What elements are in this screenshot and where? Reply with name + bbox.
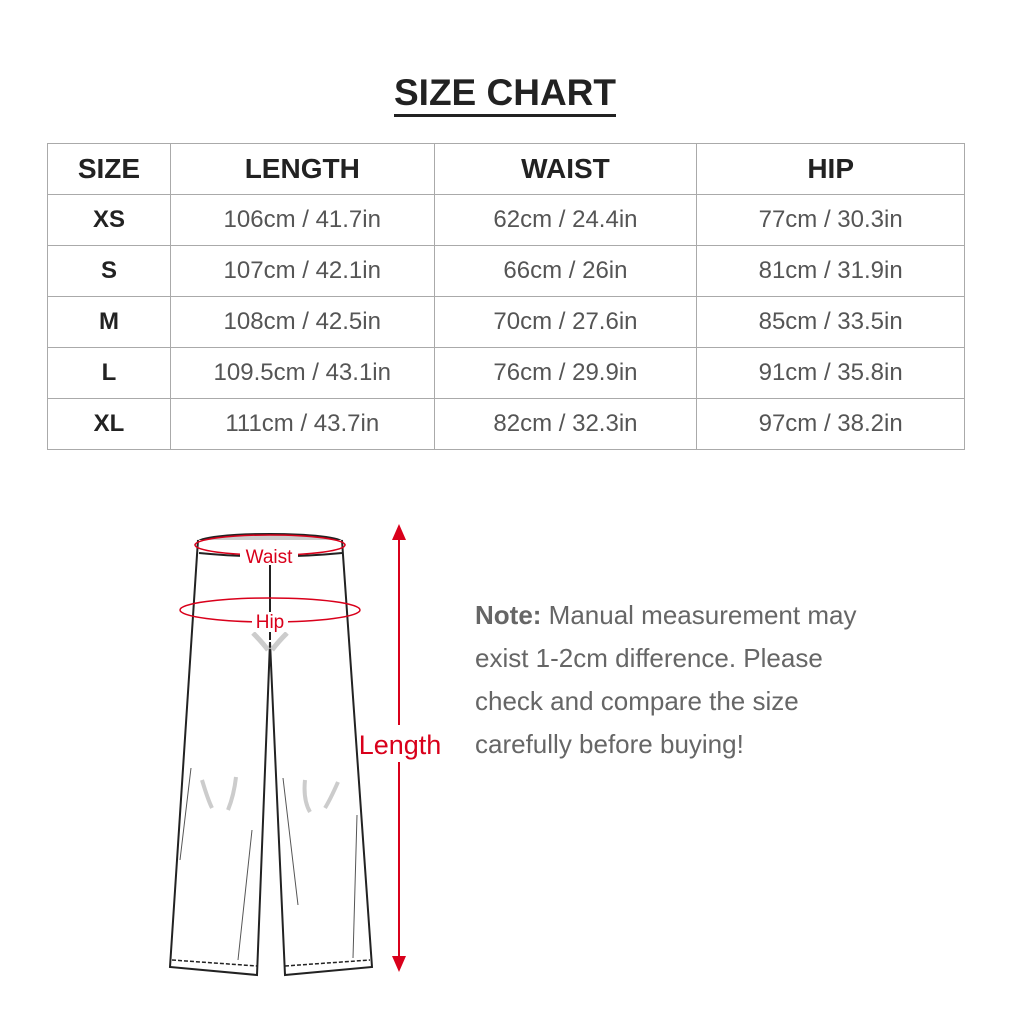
waist-cell: 82cm / 32.3in (433, 398, 698, 450)
waist-cell: 70cm / 27.6in (433, 296, 698, 348)
length-cell: 107cm / 42.1in (169, 245, 435, 297)
waist-cell: 62cm / 24.4in (433, 194, 698, 246)
length-arrow (392, 524, 406, 972)
size-cell: S (47, 245, 171, 297)
note-body: Manual measurement may exist 1-2cm diffe… (475, 600, 857, 759)
hip-cell: 85cm / 33.5in (696, 296, 965, 348)
waist-cell: 66cm / 26in (433, 245, 698, 297)
hip-cell: 91cm / 35.8in (696, 347, 965, 399)
length-cell: 108cm / 42.5in (169, 296, 435, 348)
size-cell: L (47, 347, 171, 399)
table-row: XL 111cm / 43.7in 82cm / 32.3in 97cm / 38.2… (47, 398, 965, 450)
table-row: XS 106cm / 41.7in 62cm / 24.4in 77cm / 30.3… (47, 194, 965, 246)
hip-cell: 97cm / 38.2in (696, 398, 965, 450)
hip-cell: 81cm / 31.9in (696, 245, 965, 297)
header-hip: HIP (696, 143, 965, 195)
size-table: SIZE LENGTH WAIST HIP XS 106cm / 41.7in 62… (47, 143, 965, 450)
length-cell: 109.5cm / 43.1in (169, 347, 435, 399)
table-row: M 108cm / 42.5in 70cm / 27.6in 85cm / 33.5i… (47, 296, 965, 348)
waist-label: Waist (246, 547, 294, 568)
header-size: SIZE (47, 143, 171, 195)
hip-label: Hip (256, 612, 285, 633)
note-label: Note: (475, 600, 542, 630)
table-row: S 107cm / 42.1in 66cm / 26in 81cm / 31.9in (47, 245, 965, 297)
pants-illustration (168, 533, 374, 977)
size-cell: XL (47, 398, 171, 450)
size-cell: M (47, 296, 171, 348)
length-cell: 111cm / 43.7in (169, 398, 435, 450)
hip-cell: 77cm / 30.3in (696, 194, 965, 246)
length-cell: 106cm / 41.7in (169, 194, 435, 246)
page-title: SIZE CHART (0, 72, 1010, 117)
note-text: Note: Manual measurement may exist 1-2cm… (475, 594, 895, 766)
table-row: L 109.5cm / 43.1in 76cm / 29.9in 91cm / 35.… (47, 347, 965, 399)
header-waist: WAIST (433, 143, 698, 195)
size-cell: XS (47, 194, 171, 246)
length-label: Length (359, 730, 442, 760)
